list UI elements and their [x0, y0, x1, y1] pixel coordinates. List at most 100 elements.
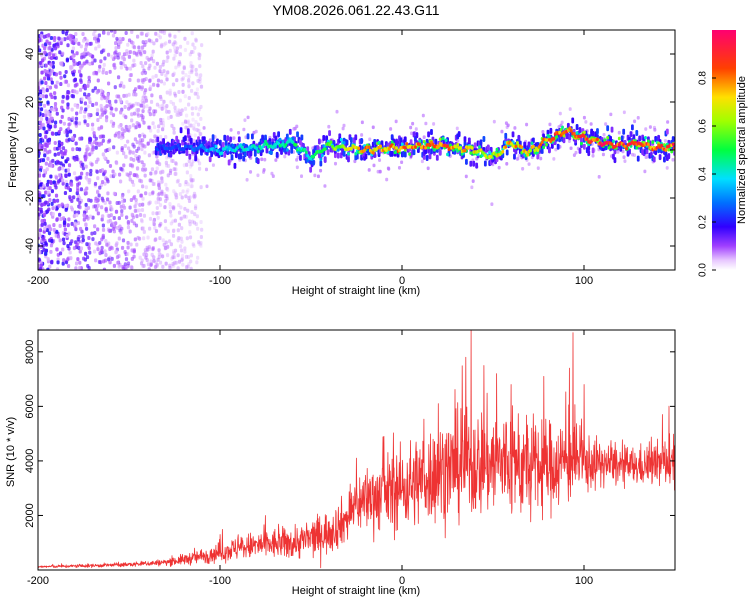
- spectrogram-cell-1515: [59, 119, 63, 124]
- spectrogram-cell-1143: [115, 200, 119, 205]
- spectrogram-cell-156: [140, 45, 145, 50]
- spectrogram-cell-1542: [141, 226, 146, 231]
- spectrogram-cell-1745: [39, 125, 43, 130]
- spectrogram-cell-1756: [80, 97, 84, 102]
- spectrogram-cell-3: [165, 90, 169, 95]
- spectrogram-cell-2863: [665, 128, 669, 135]
- spectrogram-cell-1553: [76, 197, 80, 202]
- spectrogram-cell-1465: [174, 171, 178, 176]
- spectrogram-cell-2748: [582, 143, 586, 150]
- spectrogram-cell-508: [184, 194, 188, 199]
- spectrogram-cell-2790: [613, 157, 617, 164]
- spectrogram-cell-1273: [188, 235, 193, 240]
- spectrogram-cell-1517: [103, 169, 107, 174]
- spectrogram-cell-2894: [184, 141, 187, 146]
- spectrogram-cell-1480: [75, 242, 79, 247]
- spectrogram-cell-1202: [115, 260, 120, 265]
- spectrogram-cell-696: [86, 104, 90, 109]
- spectrogram-cell-1721: [39, 185, 43, 190]
- spectrogram-cell-1367: [139, 261, 144, 266]
- spectrogram-cell-1429: [131, 40, 135, 45]
- spectrogram-cell-1694: [76, 176, 80, 181]
- spectrogram-cell-1775: [170, 158, 174, 163]
- spectrogram-cell-1257: [128, 229, 132, 234]
- spectrogram-cell-1789: [87, 80, 91, 85]
- spectrogram-cell-3168: [582, 130, 586, 135]
- spectrogram-cell-1717: [178, 44, 183, 49]
- spectrogram-cell-402: [164, 41, 168, 46]
- spectrogram-cell-1681: [197, 52, 201, 57]
- spectrogram-cell-3385: [379, 144, 382, 148]
- spectrogram-cell-1693: [67, 90, 71, 95]
- spectrogram-cell-1666: [39, 137, 43, 142]
- spectrogram-cell-178: [128, 66, 133, 71]
- spectrogram-cell-1895: [41, 122, 45, 127]
- spectrogram-cell-1985: [371, 125, 375, 130]
- spectrogram-cell-1829: [122, 266, 126, 270]
- spectrogram-cell-931: [130, 218, 134, 223]
- spectrogram-cell-1880: [122, 93, 126, 98]
- spectrogram-cell-1373: [78, 205, 82, 210]
- spectrogram-cell-1073: [175, 78, 179, 83]
- spectrogram-cell-357: [61, 181, 65, 186]
- spectrogram-cell-3416: [424, 146, 428, 150]
- spectrogram-cell-1748: [119, 110, 123, 115]
- spectrogram-ytick-label-3: 20: [24, 96, 36, 108]
- spectrogram-cell-2104: [617, 130, 621, 135]
- spectrogram-cell-575: [177, 236, 181, 241]
- spectrogram-cell-1191: [113, 172, 117, 177]
- spectrogram-cell-1686: [151, 190, 155, 195]
- spectrogram-cell-2107: [582, 115, 586, 120]
- spectrogram-cell-1853: [115, 241, 119, 246]
- spectrogram-cell-969: [101, 223, 105, 228]
- spectrogram-cell-1614: [54, 72, 58, 77]
- spectrogram-cell-1767: [38, 173, 42, 178]
- spectrogram-cell-799: [142, 134, 147, 139]
- spectrogram-cell-3153: [561, 125, 564, 130]
- spectrogram-cell-478: [162, 81, 166, 86]
- spectrogram-cell-2987: [319, 157, 323, 162]
- spectrogram-cell-207: [129, 156, 133, 161]
- spectrogram-cell-806: [42, 173, 46, 178]
- spectrogram-cell-1303: [157, 191, 162, 196]
- spectrogram-cell-267: [68, 250, 72, 255]
- spectrogram-cell-1410: [136, 113, 141, 118]
- spectrogram-cell-774: [193, 127, 197, 132]
- spectrogram-cell-2597: [472, 160, 476, 167]
- spectrogram-cell-656: [177, 109, 181, 114]
- spectrogram-cell-1863: [137, 158, 141, 163]
- spectrogram-cell-1916: [422, 135, 426, 140]
- spectrogram-cell-200: [176, 110, 180, 115]
- spectrogram-cell-2502: [403, 151, 407, 158]
- spectrogram-cell-1411: [42, 213, 47, 218]
- spectrogram-cell-1823: [190, 162, 194, 167]
- spectrogram-cell-3246: [176, 143, 180, 147]
- spectrogram-cell-519: [150, 53, 154, 58]
- spectrogram-cell-2118: [378, 169, 382, 174]
- spectrogram-cell-1413: [195, 91, 199, 96]
- spectrogram-cell-2236: [210, 151, 214, 158]
- spectrogram-cell-3185: [607, 146, 611, 150]
- spectrogram-cell-2539: [430, 148, 433, 155]
- spectrogram-cell-1845: [57, 179, 61, 184]
- spectrogram-cell-1333: [189, 123, 193, 128]
- spectrogram-cell-896: [183, 182, 188, 187]
- spectrogram-cell-1038: [182, 214, 187, 219]
- spectrogram-cell-213: [82, 217, 86, 222]
- spectrogram-cell-2147: [560, 120, 564, 125]
- spectrogram-cell-1256: [190, 179, 194, 184]
- spectrogram-cell-349: [185, 163, 189, 168]
- spectrogram-cell-1285: [103, 56, 107, 61]
- spectrogram-cell-1837: [71, 136, 75, 141]
- spectrogram-cell-1713: [157, 186, 162, 191]
- spectrogram-cell-2089: [387, 167, 391, 171]
- spectrogram-cell-2393: [323, 157, 327, 164]
- spectrogram-cell-82: [58, 238, 62, 243]
- spectrogram-cell-1455: [177, 222, 181, 227]
- spectrogram-cell-1129: [133, 87, 138, 92]
- spectrogram-cell-1510: [64, 79, 69, 84]
- spectrogram-cell-2610: [482, 135, 486, 142]
- spectrogram-cell-2106: [455, 126, 459, 131]
- spectrogram-cell-1010: [184, 214, 188, 219]
- spectrogram-cell-1376: [62, 220, 67, 225]
